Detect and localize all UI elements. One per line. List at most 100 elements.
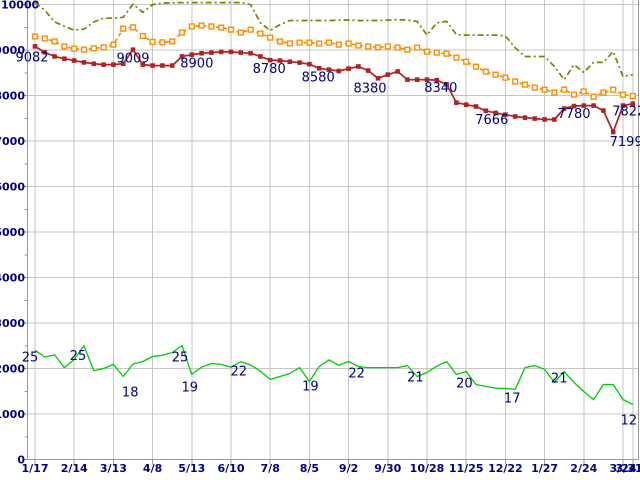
data-marker [257,30,264,37]
data-marker [62,56,67,62]
data-marker [581,103,587,108]
data-marker [571,103,577,109]
series-lower-solid-green [34,344,634,406]
value-label-lower: 21 [551,372,568,387]
data-marker [541,86,548,93]
value-label-lower: 25 [22,350,39,365]
data-marker [169,38,176,45]
data-marker [542,117,547,122]
data-marker [463,102,469,107]
data-marker [629,92,636,100]
data-marker [287,59,293,64]
x-tick-label: 11/25 [449,462,484,475]
data-marker [209,50,214,55]
data-marker [248,50,253,56]
axes [22,0,639,465]
data-marker [277,58,283,63]
data-marker [443,50,450,57]
x-tick-label: 1/27 [531,462,558,475]
x-tick-label: 7/8 [261,462,280,475]
series-middle-dashed-orange [31,22,636,100]
data-marker [238,50,244,55]
series-main-solid-red [32,44,636,135]
data-marker [188,23,195,30]
data-marker [385,72,391,77]
data-marker [316,40,323,47]
data-marker [306,39,313,46]
series-upper-dashdot-olive [34,1,633,81]
data-marker [355,42,362,49]
data-marker [512,114,518,119]
data-marker [267,34,274,41]
data-marker [434,77,440,83]
data-marker [71,58,77,63]
value-label-lower: 17 [504,391,521,406]
data-marker [423,48,431,55]
data-marker [483,108,489,114]
data-marker [276,38,284,45]
data-marker [325,39,333,46]
data-marker [218,49,224,55]
data-marker [247,26,254,33]
data-marker [580,88,587,95]
x-tick-label: 1/17 [22,462,49,475]
data-marker [365,68,371,73]
data-marker [512,78,519,85]
value-label-main: 9082 [15,50,48,65]
data-marker [493,110,498,116]
data-marker [620,103,626,108]
data-marker [139,32,146,40]
data-marker [169,63,175,68]
data-marker [503,112,508,117]
x-tick-label: 10/28 [410,462,445,475]
x-tick-label: 3/31 [616,462,640,475]
data-marker [120,61,126,67]
data-marker [414,77,420,82]
y-tick-label: 9000 [0,44,25,57]
value-label-lower: 19 [182,380,199,395]
data-marker [619,91,627,98]
data-marker [492,71,499,78]
x-tick-label: 3/24 [610,462,637,475]
data-marker [297,60,302,65]
data-marker [531,84,538,91]
y-tick-label: 10000 [1,0,40,12]
data-marker [384,43,391,50]
data-marker [111,62,116,67]
data-marker [32,44,38,49]
value-label-lower: 25 [70,349,87,364]
y-tick-label: 2000 [0,363,25,376]
data-marker [561,86,568,93]
y-tick-label: 6000 [0,181,25,194]
data-marker [532,116,538,121]
data-marker [52,54,57,59]
data-marker [444,82,449,87]
data-marker [258,54,263,59]
data-marker [227,26,235,33]
value-label-lower: 18 [122,386,139,401]
x-tick-label: 5/13 [178,462,205,475]
data-marker [80,46,88,53]
data-marker [120,25,127,32]
y-tick-label: 8000 [0,90,25,103]
data-marker [590,93,597,100]
data-marker [356,64,361,69]
data-marker [160,63,165,68]
data-marker [473,104,479,109]
data-marker [110,41,117,48]
data-marker [414,44,421,51]
data-marker [600,89,607,96]
x-tick-label: 8/5 [300,462,319,475]
value-label-lower: 19 [302,380,319,395]
y-tick-label: 1000 [0,408,25,421]
x-tick-label: 12/22 [488,462,523,475]
x-tick-label: 4/8 [143,462,162,475]
data-marker [591,103,596,108]
data-marker [129,24,137,31]
data-marker [463,58,470,65]
value-label-main: 8580 [302,70,335,85]
data-marker [61,43,68,50]
value-label-main: 8780 [253,62,286,77]
